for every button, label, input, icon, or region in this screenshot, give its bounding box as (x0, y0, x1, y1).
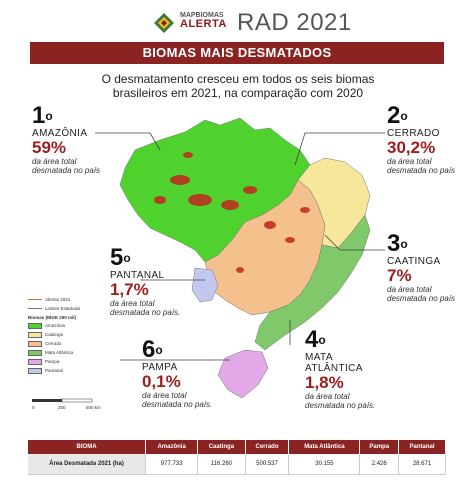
table-cell: 977.733 (145, 454, 199, 475)
scale-tick-0: 0 (32, 405, 35, 410)
table-cell: 28.671 (398, 454, 446, 475)
table-cell: 30.155 (288, 454, 361, 475)
legend-item: Pampa (28, 357, 80, 366)
table-header: Amazônia (145, 440, 199, 454)
table-header: Mata Atlântica (288, 440, 361, 454)
deforestation-alerts (154, 152, 310, 273)
biome-name-amazonia: AMAZÔNIA (32, 128, 88, 139)
table-cell: 116.260 (197, 454, 246, 475)
table-header: BIOMA (28, 440, 147, 454)
table-header: Pampa (359, 440, 400, 454)
header: MAPBIOMAS ALERTA RAD 2021 (0, 8, 474, 38)
rank-cerrado: 2o (387, 102, 408, 129)
table-header: Caatinga (197, 440, 246, 454)
logo-line1: MAPBIOMAS (180, 12, 224, 19)
legend-item-label: Caatinga (45, 332, 64, 337)
table-cell: 2.426 (359, 454, 400, 475)
scale-tick-2: 500 km (86, 405, 101, 410)
brazil-biomes-map (95, 117, 385, 399)
legend-item: Amazônia (28, 321, 80, 330)
stat-pampa: 6o PAMPA 0,1% da área total desmatada no… (142, 336, 213, 410)
map-legend: Alertas 2021 Limites Estaduais Biomas (I… (28, 295, 80, 375)
rank-amazonia: 1o (32, 102, 53, 129)
legend-item: Pantanal (28, 366, 80, 375)
rank-mata-atlantica: 4o (305, 326, 326, 353)
note-caatinga-1: da área total (387, 285, 432, 294)
note-caatinga-2: desmatada no país (387, 294, 456, 303)
legend-swatch (28, 367, 42, 374)
note-amazonia-1: da área total (32, 157, 77, 166)
legend-item-label: Pantanal (45, 368, 63, 373)
legend-item-label: Amazônia (45, 323, 66, 328)
table-row-label: Área Desmatada 2021 (ha) (28, 454, 147, 475)
page-title: RAD 2021 (237, 9, 352, 36)
legend-swatch (28, 322, 42, 329)
pct-pampa: 0,1% (142, 372, 181, 391)
legend-item: Cerrado (28, 339, 80, 348)
mapbiomas-logo-icon (154, 13, 174, 33)
note-pampa-1: da área total (142, 391, 187, 400)
biome-mata-atlantica (254, 214, 371, 351)
legend-item-label: Cerrado (45, 341, 62, 346)
scale-tick-1: 250 (58, 405, 66, 410)
note-pampa-2: desmatada no país. (142, 400, 213, 409)
legend-swatch (28, 331, 42, 338)
pct-mata-atlantica: 1,8% (305, 373, 344, 392)
table-header: Pantanal (398, 440, 446, 454)
stat-caatinga: 3o CAATINGA 7% da área total desmatada n… (387, 230, 456, 304)
biome-pantanal (191, 267, 219, 303)
legend-swatch (28, 358, 42, 365)
legend-item: Caatinga (28, 330, 80, 339)
rank-pampa: 6o (142, 336, 163, 363)
legend-alertas-label: Alertas 2021 (45, 297, 71, 302)
pct-pantanal: 1,7% (110, 280, 149, 299)
legend-swatch (28, 340, 42, 347)
legend-alertas-swatch (28, 299, 42, 300)
biome-pampa (217, 349, 269, 399)
legend-limites-swatch (28, 308, 42, 309)
biome-name-mata-1: MATA (305, 352, 333, 363)
legend-alertas: Alertas 2021 (28, 295, 80, 304)
rank-caatinga: 3o (387, 230, 408, 257)
legend-biomas-title: Biomas (IBGE 250 mil) (28, 315, 77, 320)
logo-text: MAPBIOMAS ALERTA (180, 12, 227, 30)
scale-bar: 0 250 500 km (32, 398, 101, 410)
note-amazonia-2: desmatada no país (32, 166, 101, 175)
biome-name-mata-2: ATLÂNTICA (305, 363, 363, 374)
note-mata-2: desmatada no país. (305, 401, 376, 410)
deforestation-table: BIOMA Amazônia Caatinga Cerrado Mata Atl… (28, 440, 446, 475)
note-mata-1: da área total (305, 392, 350, 401)
section-banner: BIOMAS MAIS DESMATADOS (30, 42, 444, 64)
table-header: Cerrado (245, 440, 290, 454)
note-pantanal-1: da área total (110, 299, 155, 308)
legend-item-label: Pampa (45, 359, 60, 364)
note-cerrado-2: desmatada no país (387, 166, 456, 175)
table-cell: 500.537 (245, 454, 290, 475)
legend-item: Mata Atlântica (28, 348, 80, 357)
rank-pantanal: 5o (110, 244, 131, 271)
pct-cerrado: 30,2% (387, 138, 436, 157)
stat-pantanal: 5o PANTANAL 1,7% da área total desmatada… (110, 244, 181, 318)
pct-amazonia: 59% (32, 138, 67, 157)
legend-limites-label: Limites Estaduais (45, 306, 81, 311)
note-cerrado-1: da área total (387, 157, 432, 166)
table-row: Área Desmatada 2021 (ha) 977.733 116.260… (28, 454, 446, 475)
legend-limites: Limites Estaduais (28, 304, 80, 313)
biome-name-pampa: PAMPA (142, 362, 178, 373)
table-header-row: BIOMA Amazônia Caatinga Cerrado Mata Atl… (28, 440, 446, 454)
subtitle: O desmatamento cresceu em todos os seis … (101, 72, 375, 100)
stat-amazonia: 1o AMAZÔNIA 59% da área total desmatada … (32, 102, 101, 176)
legend-items: Amazônia Caatinga Cerrado Mata Atlântica Pam… (28, 321, 80, 375)
logo-line2: ALERTA (180, 18, 227, 30)
biome-name-pantanal: PANTANAL (110, 270, 165, 281)
legend-item-label: Mata Atlântica (45, 350, 74, 355)
biome-name-caatinga: CAATINGA (387, 256, 441, 267)
biome-name-cerrado: CERRADO (387, 128, 440, 139)
pct-caatinga: 7% (387, 266, 412, 285)
note-pantanal-2: desmatada no país. (110, 308, 181, 317)
legend-swatch (28, 349, 42, 356)
stat-mata-atlantica: 4o MATA ATLÂNTICA 1,8% da área total des… (305, 326, 376, 411)
stat-cerrado: 2o CERRADO 30,2% da área total desmatada… (387, 102, 456, 176)
